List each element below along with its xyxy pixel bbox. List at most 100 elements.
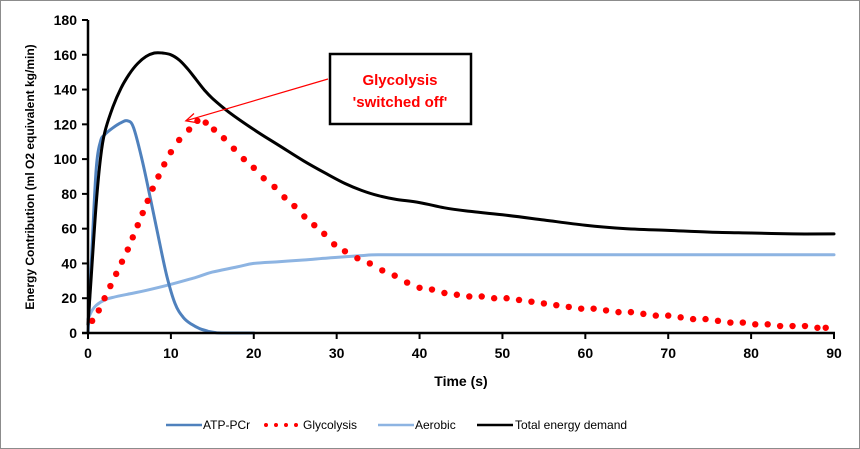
data-point-glycolysis <box>250 164 257 172</box>
data-point-glycolysis <box>602 307 610 314</box>
data-point-glycolysis <box>230 145 238 152</box>
data-point-glycolysis <box>124 246 131 253</box>
x-tick-label: 30 <box>329 345 345 361</box>
data-point-glycolysis <box>478 293 485 300</box>
legend-item-glycolysis: Glycolysis <box>264 418 357 432</box>
annotation-callout: Glycolysis 'switched off' <box>184 52 473 126</box>
legend-label-total-energy-demand: Total energy demand <box>515 418 627 432</box>
data-point-glycolysis <box>139 209 146 217</box>
data-point-glycolysis <box>789 322 796 330</box>
data-point-glycolysis <box>144 197 151 205</box>
data-point-glycolysis <box>776 322 784 330</box>
data-point-glycolysis <box>752 321 759 328</box>
legend-item-atp-pcr: ATP-PCr <box>166 418 250 432</box>
series-line-total-energy-demand <box>86 51 836 326</box>
data-point-glycolysis <box>281 194 288 201</box>
data-point-glycolysis <box>271 183 278 191</box>
data-point-glycolysis <box>689 315 697 323</box>
data-point-glycolysis <box>134 221 141 229</box>
data-point-glycolysis <box>739 319 747 326</box>
data-point-glycolysis <box>528 298 535 305</box>
x-tick-label: 50 <box>495 345 511 361</box>
x-tick-label: 10 <box>163 345 179 361</box>
series-atp-pcr <box>86 119 256 335</box>
y-tick-label: 80 <box>61 186 77 202</box>
x-tick-label: 40 <box>412 345 428 361</box>
data-point-glycolysis <box>301 213 308 220</box>
data-point-glycolysis <box>149 185 156 192</box>
data-point-glycolysis <box>665 312 672 319</box>
data-point-glycolysis <box>702 315 709 323</box>
data-point-glycolysis <box>112 270 120 278</box>
data-point-glycolysis <box>515 296 523 304</box>
series-glycolysis <box>86 117 829 335</box>
ticks-layer: 0 20 40 60 80 100 120 140 160 180 0 10 20 30 40 50 60 70 8… <box>54 12 842 361</box>
data-point-glycolysis <box>615 308 622 316</box>
data-point-glycolysis <box>354 255 361 262</box>
data-point-glycolysis <box>321 230 328 238</box>
legend-swatch-glycolysis-dot <box>264 423 268 427</box>
data-point-glycolysis <box>590 305 597 312</box>
legend-item-aerobic: Aerobic <box>378 418 456 432</box>
y-tick-label: 100 <box>54 151 78 167</box>
data-point-glycolysis <box>416 284 423 291</box>
data-point-glycolysis <box>428 286 436 293</box>
data-point-glycolysis <box>577 305 585 312</box>
series-aerobic <box>86 253 836 321</box>
data-point-glycolysis <box>366 260 374 267</box>
data-point-glycolysis <box>727 319 734 326</box>
data-point-glycolysis <box>379 267 386 274</box>
legend-swatch-glycolysis-dot <box>284 423 288 427</box>
data-point-glycolysis <box>311 221 318 229</box>
y-tick-label: 140 <box>54 82 78 98</box>
data-point-glycolysis <box>161 161 168 168</box>
annotation-arrow <box>185 78 329 122</box>
legend-label-glycolysis: Glycolysis <box>303 418 357 432</box>
x-axis-title: Time (s) <box>434 373 487 389</box>
data-point-glycolysis <box>240 155 248 163</box>
data-point-glycolysis <box>565 303 572 311</box>
legend-item-total-energy-demand: Total energy demand <box>477 418 627 432</box>
series-layer <box>86 51 836 335</box>
data-point-glycolysis <box>210 126 218 133</box>
data-point-glycolysis <box>553 301 560 309</box>
y-tick-label: 40 <box>61 255 77 271</box>
annotation-text-line2: 'switched off' <box>353 94 448 111</box>
x-tick-label: 80 <box>743 345 759 361</box>
annotation-arrowhead <box>184 113 197 124</box>
data-point-glycolysis <box>341 248 349 255</box>
y-tick-label: 160 <box>54 47 78 63</box>
y-tick-label: 60 <box>61 221 77 237</box>
data-point-glycolysis <box>107 282 114 290</box>
data-point-glycolysis <box>175 136 183 144</box>
legend-label-atp-pcr: ATP-PCr <box>203 418 250 432</box>
y-tick-label: 120 <box>54 116 78 132</box>
legend-swatch-glycolysis-dot <box>294 423 298 427</box>
annotation-box <box>328 52 473 126</box>
data-point-glycolysis <box>627 308 635 316</box>
data-point-glycolysis <box>640 310 647 318</box>
x-tick-label: 70 <box>660 345 676 361</box>
data-point-glycolysis <box>202 119 209 126</box>
data-point-glycolysis <box>129 234 136 241</box>
data-point-glycolysis <box>260 175 267 182</box>
y-tick-label: 0 <box>69 325 77 341</box>
y-axis-title: Energy Contribution (ml O2 equivalent kg… <box>23 44 37 309</box>
data-point-glycolysis <box>185 126 193 133</box>
data-point-glycolysis <box>814 324 821 331</box>
data-point-glycolysis <box>391 272 398 279</box>
data-point-glycolysis <box>490 295 498 302</box>
annotation-text-line1: Glycolysis <box>362 72 437 89</box>
data-point-glycolysis <box>677 314 684 321</box>
data-point-glycolysis <box>652 312 659 319</box>
series-line-atp-pcr <box>86 119 256 335</box>
y-tick-label: 20 <box>61 290 77 306</box>
data-point-glycolysis <box>822 324 829 331</box>
data-point-glycolysis <box>167 148 175 156</box>
data-point-glycolysis <box>291 202 298 210</box>
x-tick-label: 90 <box>826 345 842 361</box>
data-point-glycolysis <box>453 291 461 298</box>
x-tick-label: 60 <box>578 345 594 361</box>
data-point-glycolysis <box>466 293 473 300</box>
